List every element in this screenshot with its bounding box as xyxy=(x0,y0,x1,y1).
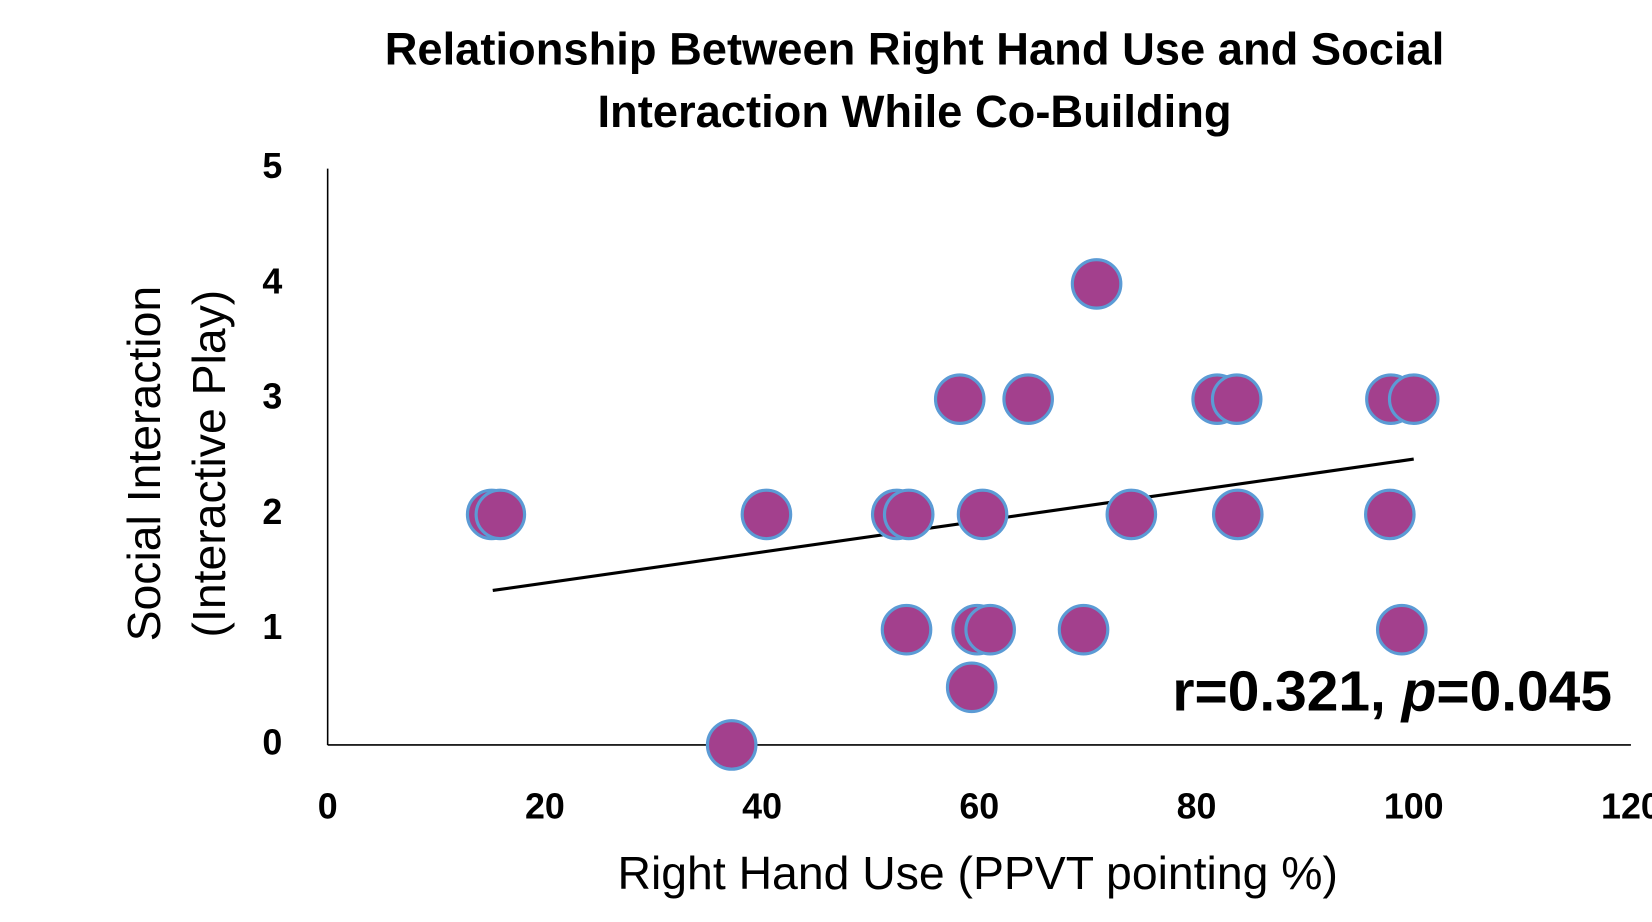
point xyxy=(705,719,758,771)
chart-title: Relationship Between Right Hand Use and … xyxy=(385,24,1445,75)
x-tick-label: 20 xyxy=(525,787,565,827)
y-tick-label: 4 xyxy=(262,261,282,301)
y-tick-label: 0 xyxy=(262,722,282,762)
point xyxy=(1105,488,1158,541)
point xyxy=(1387,373,1440,425)
point xyxy=(740,488,793,541)
trendline xyxy=(492,457,1414,593)
point xyxy=(1210,373,1263,425)
x-tick-label: 0 xyxy=(318,787,338,827)
point xyxy=(880,603,933,656)
point xyxy=(1002,373,1054,425)
point xyxy=(945,661,998,714)
annotation: r=0.321, p=0.045 xyxy=(1172,659,1612,723)
y-tick-label: 5 xyxy=(262,146,282,186)
annotation-part: p xyxy=(1400,659,1437,723)
y-tick-label: 3 xyxy=(262,377,282,417)
point xyxy=(1211,488,1264,541)
point xyxy=(933,373,986,425)
y-axis-title-line: Social Interaction xyxy=(118,286,170,641)
x-tick-label: 120 xyxy=(1601,787,1652,827)
x-tick-label: 60 xyxy=(959,787,999,827)
y-tick-label: 2 xyxy=(262,492,282,532)
point xyxy=(1375,603,1428,656)
point xyxy=(1070,258,1123,310)
point xyxy=(964,603,1016,656)
x-tick-label: 100 xyxy=(1384,787,1444,827)
x-axis-title: Right Hand Use (PPVT pointing %) xyxy=(618,847,1338,899)
x-tick-label: 80 xyxy=(1177,787,1217,827)
annotation-part: r=0.321, xyxy=(1172,659,1401,723)
chart-title: Interaction While Co-Building xyxy=(597,86,1231,137)
y-tick-label: 1 xyxy=(262,607,282,647)
y-axis-title: Social Interaction (Interactive Play) xyxy=(118,286,235,641)
point xyxy=(956,488,1009,541)
point xyxy=(1364,488,1416,541)
annotation-part: =0.045 xyxy=(1436,659,1612,723)
y-axis-title-line: (Interactive Play) xyxy=(183,290,235,638)
point xyxy=(1057,603,1110,656)
point xyxy=(474,488,527,541)
point xyxy=(882,488,935,541)
x-tick-label: 40 xyxy=(742,787,782,827)
